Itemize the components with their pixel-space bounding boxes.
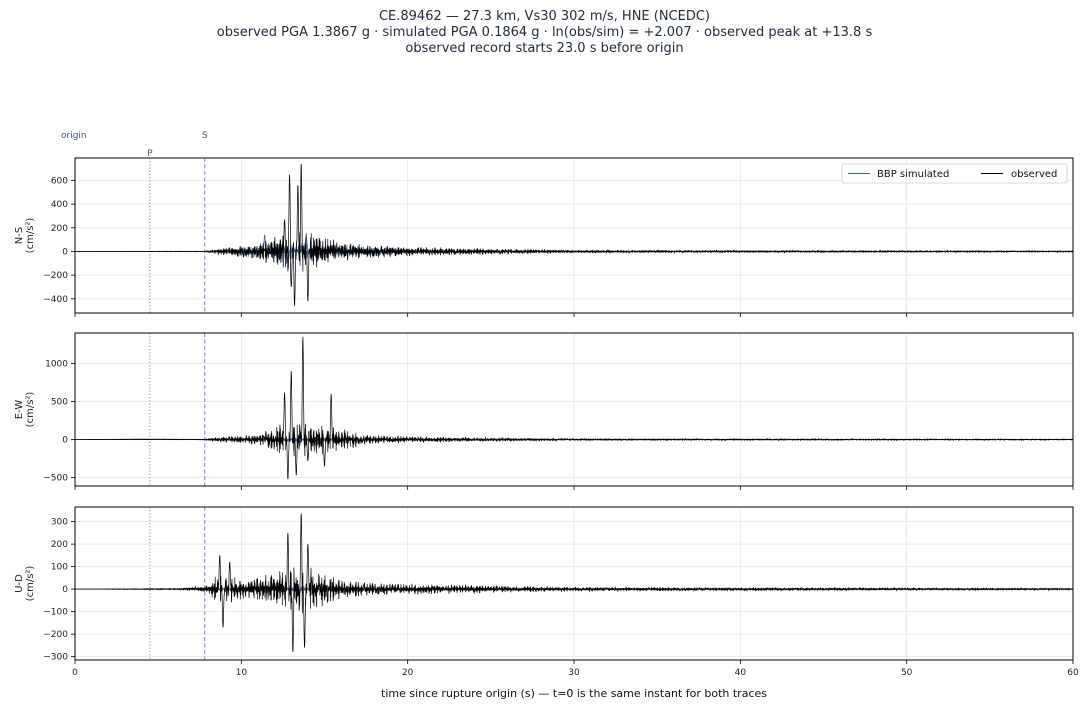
y-tick-label: 100 (51, 563, 68, 573)
y-axis-label-line: (cm/s²) (25, 392, 36, 428)
y-tick-label: −200 (43, 630, 68, 640)
y-tick-label: 200 (51, 224, 68, 234)
y-tick-label: 0 (62, 585, 68, 595)
y-tick-label: −500 (43, 474, 68, 484)
y-tick-label: 0 (62, 436, 68, 446)
x-tick-label: 30 (568, 668, 580, 678)
y-axis-label: E-W(cm/s²) (14, 392, 36, 428)
y-axis-label-line: (cm/s²) (25, 218, 36, 254)
marker-label-s: S (202, 131, 208, 141)
legend-label-simulated: BBP simulated (877, 169, 949, 180)
observed-trace (75, 513, 1073, 653)
y-axis-label-line: E-W (14, 400, 25, 420)
legend-label-observed: observed (1011, 169, 1057, 180)
y-tick-label: 200 (51, 540, 68, 550)
x-tick-label: 40 (735, 668, 747, 678)
chart-title-line1: CE.89462 — 27.3 km, Vs30 302 m/s, HNE (N… (378, 9, 711, 24)
x-axis-label: time since rupture origin (s) — t=0 is t… (381, 687, 767, 700)
y-tick-label: −200 (43, 271, 68, 281)
observed-trace (75, 163, 1073, 306)
x-tick-label: 60 (1067, 668, 1079, 678)
y-tick-label: 0 (62, 247, 68, 257)
y-axis-label: N-S(cm/s²) (14, 218, 36, 254)
y-axis-label-line: U-D (14, 574, 25, 593)
y-tick-label: 600 (51, 176, 68, 186)
panel-u-d: −300 −200 −100 0 100 200 300 0 10 20 30 40 50 60 U-D(c… (14, 506, 1079, 678)
marker-label-p: P (147, 149, 153, 159)
x-tick-label: 10 (236, 668, 248, 678)
marker-label-origin: origin (61, 131, 87, 141)
panel-n-s: −400 −200 0 200 400 600 N-S(cm/s²) (14, 157, 1074, 317)
y-tick-label: 1000 (45, 359, 68, 369)
x-tick-label: 0 (72, 668, 78, 678)
chart-title-line2: observed PGA 1.3867 g · simulated PGA 0.… (216, 25, 873, 40)
y-axis-label: U-D(cm/s²) (14, 566, 36, 602)
y-tick-label: 400 (51, 200, 68, 210)
y-tick-label: −300 (43, 653, 68, 663)
y-tick-label: −400 (43, 295, 68, 305)
x-tick-label: 20 (402, 668, 414, 678)
x-tick-label: 50 (901, 668, 913, 678)
legend-box (841, 163, 1068, 184)
y-tick-label: 500 (51, 398, 68, 408)
y-tick-label: −100 (43, 608, 68, 618)
y-tick-label: 300 (51, 518, 68, 528)
panel-e-w: −500 0 500 1000 E-W(cm/s²) (14, 332, 1074, 490)
legend: BBP simulated observed (841, 163, 1068, 184)
y-axis-label-line: N-S (14, 227, 25, 244)
chart-title-line3: observed record starts 23.0 s before ori… (405, 41, 684, 56)
observed-trace (75, 336, 1073, 480)
y-axis-label-line: (cm/s²) (25, 566, 36, 602)
